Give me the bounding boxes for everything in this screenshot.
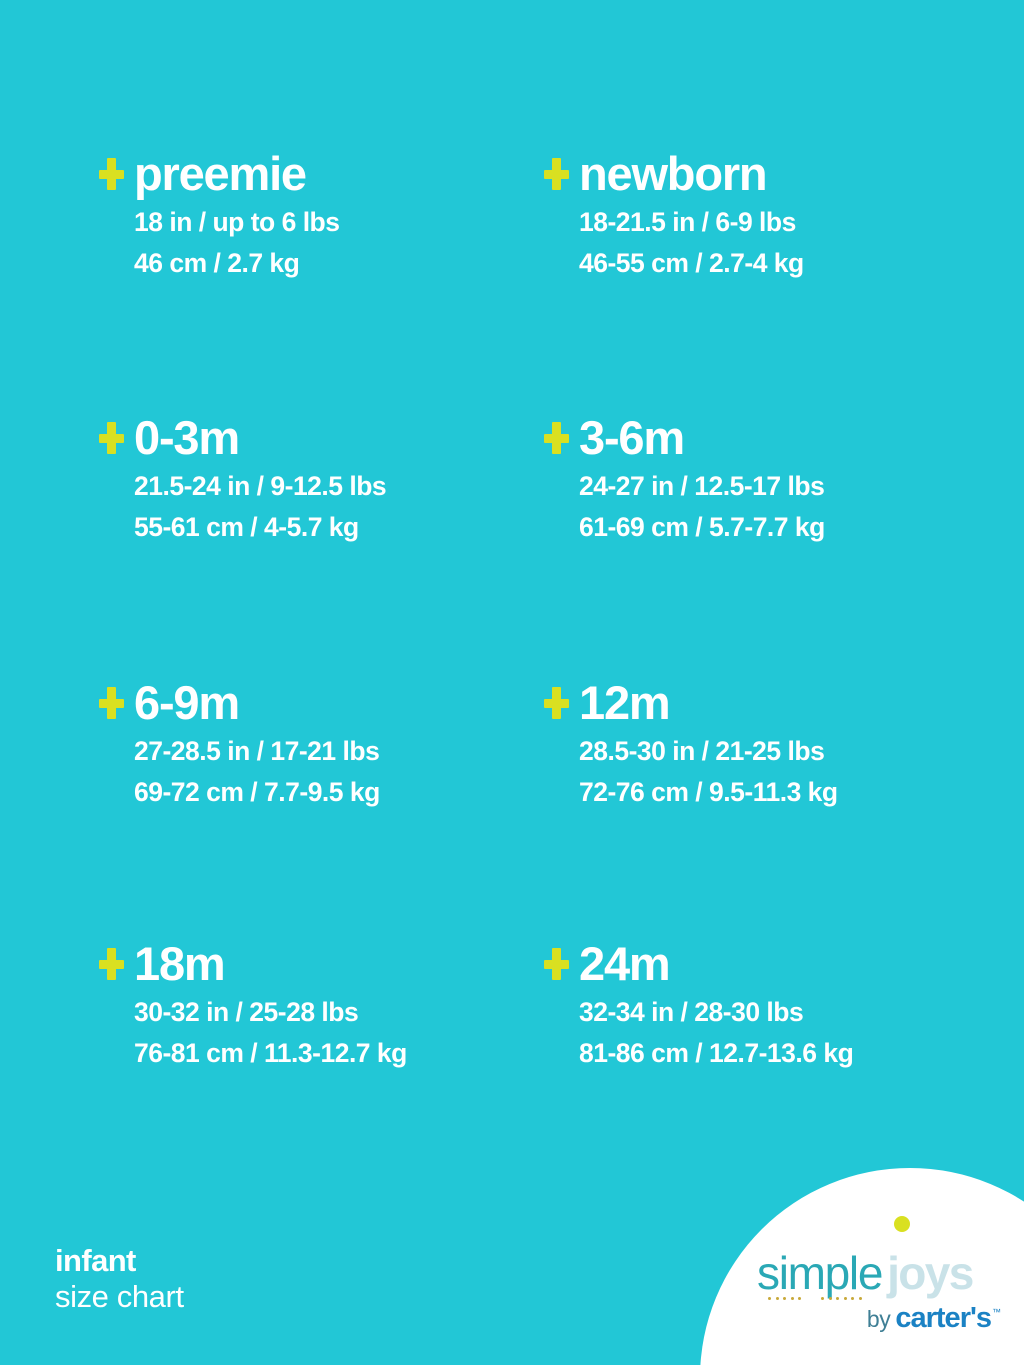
size-entry-18m: 18m 30-32 in / 25-28 lbs 76-81 cm / 11.3… bbox=[96, 938, 536, 1074]
plus-icon bbox=[541, 685, 575, 733]
size-measurements: 28.5-30 in / 21-25 lbs 72-76 cm / 9.5-11… bbox=[579, 731, 981, 813]
size-heading: 12m bbox=[541, 677, 981, 729]
size-measurements: 24-27 in / 12.5-17 lbs 61-69 cm / 5.7-7.… bbox=[579, 466, 981, 548]
dot-group-left bbox=[768, 1297, 801, 1300]
size-measurements: 18-21.5 in / 6-9 lbs 46-55 cm / 2.7-4 kg bbox=[579, 202, 981, 284]
size-label: 12m bbox=[579, 676, 671, 729]
size-line-metric: 81-86 cm / 12.7-13.6 kg bbox=[579, 1038, 854, 1068]
size-line-metric: 61-69 cm / 5.7-7.7 kg bbox=[579, 512, 825, 542]
size-entry-3-6m: 3-6m 24-27 in / 12.5-17 lbs 61-69 cm / 5… bbox=[541, 412, 981, 548]
size-label: 18m bbox=[134, 937, 226, 990]
size-heading: 18m bbox=[96, 938, 536, 990]
plus-icon bbox=[541, 420, 575, 468]
logo-word-joys: joys bbox=[887, 1247, 974, 1299]
size-measurements: 21.5-24 in / 9-12.5 lbs 55-61 cm / 4-5.7… bbox=[134, 466, 536, 548]
size-label: newborn bbox=[579, 147, 768, 200]
size-line-imperial: 24-27 in / 12.5-17 lbs bbox=[579, 471, 825, 501]
size-heading: preemie bbox=[96, 148, 536, 200]
size-heading: 3-6m bbox=[541, 412, 981, 464]
size-line-imperial: 18-21.5 in / 6-9 lbs bbox=[579, 207, 796, 237]
logo-dot-underline bbox=[768, 1297, 862, 1300]
size-line-imperial: 30-32 in / 25-28 lbs bbox=[134, 997, 359, 1027]
size-heading: 24m bbox=[541, 938, 981, 990]
logo-word-joys-wrap: joys bbox=[887, 1216, 974, 1299]
size-line-metric: 55-61 cm / 4-5.7 kg bbox=[134, 512, 359, 542]
simple-joys-logo: simple joys by carter's ™ bbox=[757, 1216, 1007, 1333]
size-measurements: 27-28.5 in / 17-21 lbs 69-72 cm / 7.7-9.… bbox=[134, 731, 536, 813]
caption-secondary: size chart bbox=[55, 1279, 184, 1314]
logo-word-simple: simple bbox=[757, 1247, 883, 1299]
plus-icon bbox=[541, 946, 575, 994]
size-heading: newborn bbox=[541, 148, 981, 200]
size-entry-newborn: newborn 18-21.5 in / 6-9 lbs 46-55 cm / … bbox=[541, 148, 981, 284]
size-line-metric: 76-81 cm / 11.3-12.7 kg bbox=[134, 1038, 407, 1068]
size-measurements: 18 in / up to 6 lbs 46 cm / 2.7 kg bbox=[134, 202, 536, 284]
size-entry-0-3m: 0-3m 21.5-24 in / 9-12.5 lbs 55-61 cm / … bbox=[96, 412, 536, 548]
size-measurements: 32-34 in / 28-30 lbs 81-86 cm / 12.7-13.… bbox=[579, 992, 981, 1074]
size-entry-24m: 24m 32-34 in / 28-30 lbs 81-86 cm / 12.7… bbox=[541, 938, 981, 1074]
size-measurements: 30-32 in / 25-28 lbs 76-81 cm / 11.3-12.… bbox=[134, 992, 536, 1074]
footer-caption: infant size chart bbox=[55, 1243, 184, 1315]
size-heading: 6-9m bbox=[96, 677, 536, 729]
size-line-metric: 46 cm / 2.7 kg bbox=[134, 248, 300, 278]
size-line-imperial: 18 in / up to 6 lbs bbox=[134, 207, 340, 237]
size-line-imperial: 27-28.5 in / 17-21 lbs bbox=[134, 736, 380, 766]
size-entry-6-9m: 6-9m 27-28.5 in / 17-21 lbs 69-72 cm / 7… bbox=[96, 677, 536, 813]
logo-wordmark: simple joys bbox=[757, 1216, 1007, 1300]
size-label: 24m bbox=[579, 937, 671, 990]
size-entry-12m: 12m 28.5-30 in / 21-25 lbs 72-76 cm / 9.… bbox=[541, 677, 981, 813]
logo-brand-carters: carter's bbox=[895, 1302, 992, 1334]
size-line-metric: 72-76 cm / 9.5-11.3 kg bbox=[579, 777, 838, 807]
plus-icon bbox=[96, 685, 130, 733]
size-line-imperial: 32-34 in / 28-30 lbs bbox=[579, 997, 804, 1027]
size-label: 0-3m bbox=[134, 411, 240, 464]
size-heading: 0-3m bbox=[96, 412, 536, 464]
size-line-metric: 69-72 cm / 7.7-9.5 kg bbox=[134, 777, 380, 807]
logo-byline-prefix: by bbox=[866, 1306, 891, 1332]
trademark-icon: ™ bbox=[992, 1307, 1001, 1317]
plus-icon bbox=[96, 156, 130, 204]
size-grid: preemie 18 in / up to 6 lbs 46 cm / 2.7 … bbox=[96, 148, 981, 1074]
size-line-imperial: 28.5-30 in / 21-25 lbs bbox=[579, 736, 825, 766]
size-line-imperial: 21.5-24 in / 9-12.5 lbs bbox=[134, 471, 387, 501]
logo-dot-icon bbox=[894, 1216, 911, 1232]
size-label: 6-9m bbox=[134, 676, 240, 729]
plus-icon bbox=[96, 420, 130, 468]
logo-byline: by carter's ™ bbox=[757, 1303, 1007, 1333]
plus-icon bbox=[96, 946, 130, 994]
dot-group-right bbox=[821, 1297, 862, 1300]
size-label: 3-6m bbox=[579, 411, 685, 464]
size-entry-preemie: preemie 18 in / up to 6 lbs 46 cm / 2.7 … bbox=[96, 148, 536, 284]
plus-icon bbox=[541, 156, 575, 204]
size-label: preemie bbox=[134, 147, 307, 200]
size-line-metric: 46-55 cm / 2.7-4 kg bbox=[579, 248, 804, 278]
caption-primary: infant bbox=[55, 1243, 136, 1278]
